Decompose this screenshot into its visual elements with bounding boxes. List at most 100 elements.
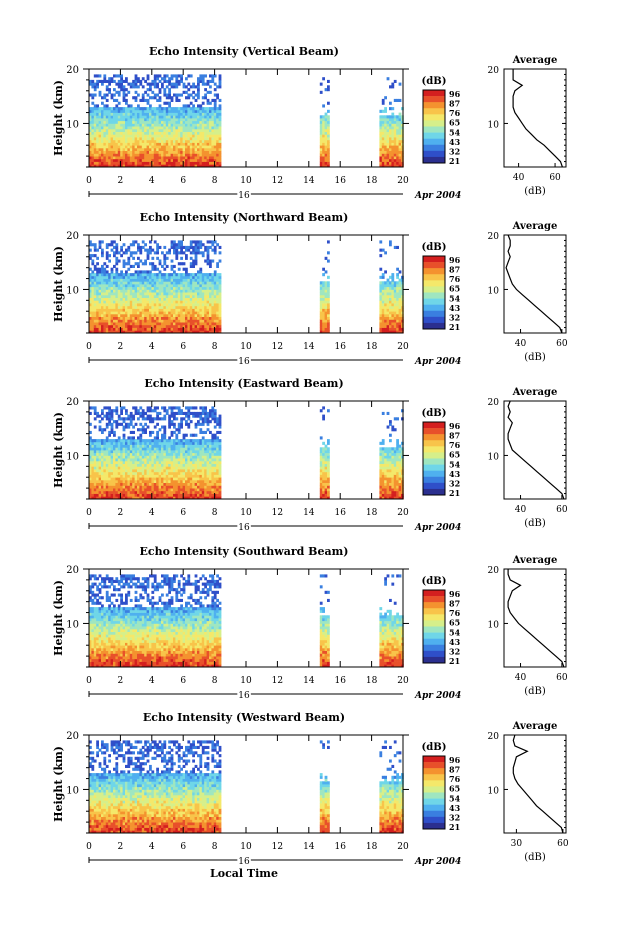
heatmap-cell bbox=[173, 142, 176, 146]
heatmap-cell bbox=[319, 161, 323, 165]
heatmap-cell bbox=[177, 278, 181, 282]
heatmap-cell bbox=[189, 450, 193, 454]
heatmap-cell bbox=[213, 137, 217, 141]
heatmap-cell bbox=[137, 490, 140, 494]
heatmap-cell bbox=[206, 284, 210, 288]
heatmap-cell bbox=[189, 482, 193, 486]
heatmap-cell bbox=[170, 273, 174, 277]
heatmap-cell bbox=[98, 245, 102, 249]
heatmap-cell bbox=[327, 120, 330, 124]
heatmap-cell bbox=[156, 406, 159, 410]
heatmap-cell bbox=[175, 490, 179, 494]
heatmap-cell bbox=[192, 273, 195, 277]
heatmap-cell bbox=[153, 460, 157, 464]
heatmap-cell bbox=[161, 441, 164, 445]
heatmap-cell bbox=[201, 150, 205, 154]
heatmap-cell bbox=[180, 292, 183, 296]
heatmap-cell bbox=[144, 273, 147, 277]
heatmap-cell bbox=[401, 158, 404, 162]
heatmap-cell bbox=[165, 118, 169, 122]
heatmap-cell bbox=[105, 316, 109, 320]
heatmap-cell bbox=[386, 284, 390, 288]
heatmap-cell bbox=[170, 319, 174, 323]
heatmap-cell bbox=[96, 303, 99, 307]
heatmap-cell bbox=[384, 107, 387, 111]
heatmap-cell bbox=[127, 444, 131, 448]
heatmap-cell bbox=[158, 411, 162, 415]
colorbar-swatch bbox=[423, 268, 445, 275]
heatmap-cell bbox=[173, 319, 176, 323]
heatmap-cell bbox=[144, 153, 147, 157]
heatmap-cell bbox=[197, 322, 200, 326]
heatmap-cell bbox=[134, 313, 138, 317]
heatmap-cell bbox=[189, 474, 193, 478]
heatmap-cell bbox=[201, 289, 205, 293]
heatmap-cell bbox=[127, 134, 131, 138]
heatmap-cell bbox=[151, 430, 155, 434]
heatmap-cell bbox=[146, 109, 150, 113]
heatmap-cell bbox=[158, 88, 162, 92]
heatmap-cell bbox=[168, 109, 171, 113]
heatmap-cell bbox=[137, 115, 140, 119]
heatmap-cell bbox=[113, 482, 116, 486]
heatmap-cell bbox=[96, 128, 99, 132]
heatmap-cell bbox=[156, 313, 159, 317]
heatmap-cell bbox=[194, 259, 198, 263]
heatmap-cell bbox=[182, 433, 186, 437]
heatmap-cell bbox=[384, 145, 387, 149]
heatmap-cell bbox=[170, 147, 174, 151]
heatmap-cell bbox=[93, 126, 97, 130]
heatmap-cell bbox=[96, 267, 99, 271]
heatmap-cell bbox=[398, 120, 402, 124]
heatmap-cell bbox=[127, 466, 131, 470]
heatmap-cell bbox=[175, 455, 179, 459]
heatmap-cell bbox=[125, 425, 128, 429]
heatmap-cell bbox=[168, 303, 171, 307]
heatmap-cell bbox=[101, 109, 104, 113]
heatmap-cell bbox=[168, 297, 171, 301]
heatmap-cell bbox=[173, 158, 176, 162]
heatmap-cell bbox=[170, 284, 174, 288]
heatmap-cell bbox=[170, 485, 174, 489]
heatmap-cell bbox=[393, 139, 397, 143]
x-tick-label: 8 bbox=[212, 342, 218, 352]
heatmap-cell bbox=[189, 300, 193, 304]
heatmap-cell bbox=[122, 455, 126, 459]
heatmap-cell bbox=[187, 411, 191, 415]
heatmap-cell bbox=[98, 474, 102, 478]
heatmap-cell bbox=[149, 303, 152, 307]
heatmap-cell bbox=[132, 131, 135, 135]
heatmap-cell bbox=[144, 292, 147, 296]
heatmap-cell bbox=[91, 259, 95, 263]
heatmap-cell bbox=[120, 324, 123, 328]
heatmap-cell bbox=[401, 286, 404, 290]
heatmap-cell bbox=[134, 409, 138, 413]
heatmap-cell bbox=[158, 128, 162, 132]
heatmap-cell bbox=[393, 281, 397, 285]
heatmap-cell bbox=[139, 469, 143, 473]
heatmap-cell bbox=[213, 128, 217, 132]
heatmap-cell bbox=[173, 289, 176, 293]
heatmap-cell bbox=[132, 458, 135, 462]
heatmap-cell bbox=[156, 120, 159, 124]
heatmap-cell bbox=[129, 297, 133, 301]
heatmap-cell bbox=[115, 471, 119, 475]
heatmap-cell bbox=[177, 441, 181, 445]
heatmap-cell bbox=[218, 156, 222, 160]
heatmap-cell bbox=[141, 93, 145, 97]
heatmap-cell bbox=[213, 156, 217, 160]
heatmap-cell bbox=[327, 322, 330, 326]
heatmap-cell bbox=[182, 120, 186, 124]
heatmap-cell bbox=[146, 270, 150, 274]
heatmap-cell bbox=[125, 77, 128, 81]
heatmap-cell bbox=[185, 466, 188, 470]
heatmap-cell bbox=[170, 316, 174, 320]
heatmap-cell bbox=[93, 477, 97, 481]
heatmap-cell bbox=[401, 107, 404, 111]
heatmap-cell bbox=[105, 482, 109, 486]
heatmap-cell bbox=[127, 289, 131, 293]
heatmap-cell bbox=[389, 150, 392, 154]
heatmap-cell bbox=[324, 158, 328, 162]
heatmap-cell bbox=[139, 286, 143, 290]
heatmap-cell bbox=[101, 316, 104, 320]
